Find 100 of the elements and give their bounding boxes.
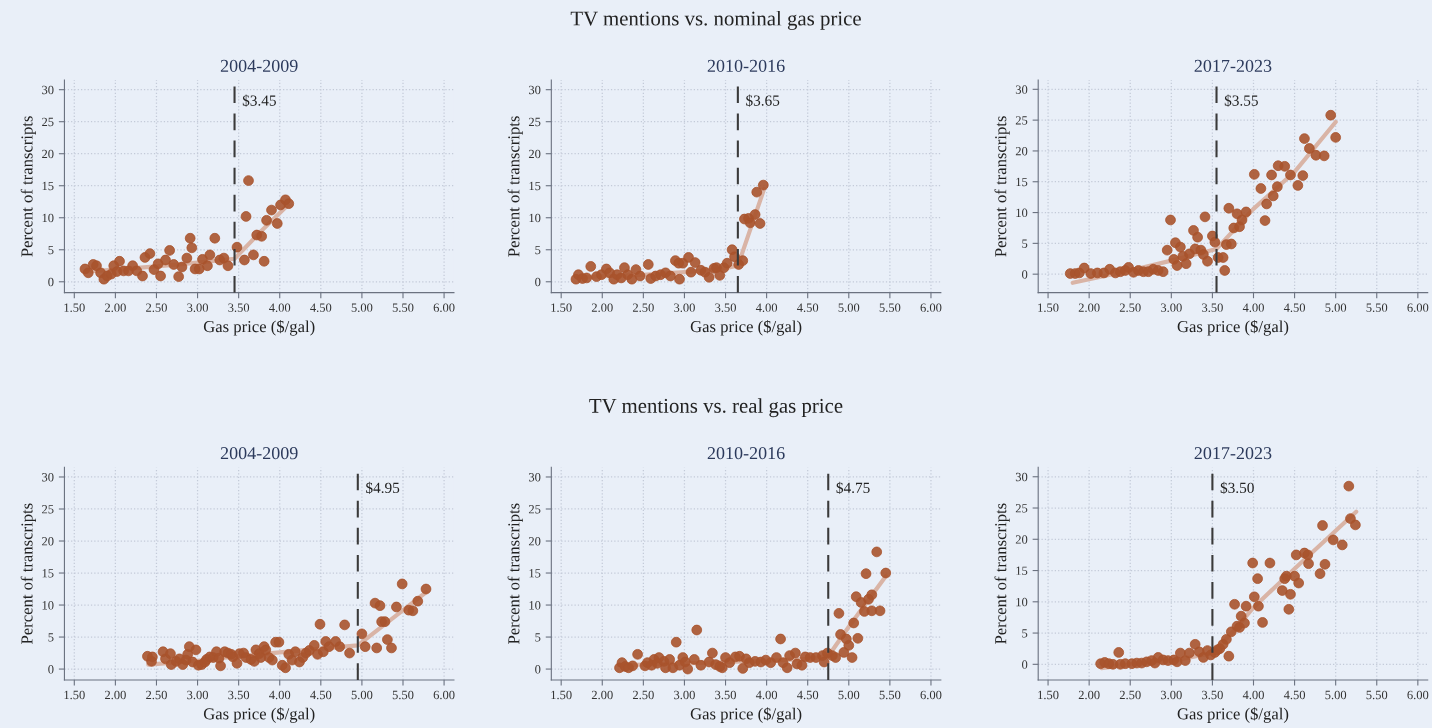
x-tick-label: 5.00 [351, 303, 373, 312]
y-tick-label: 5 [48, 633, 54, 642]
x-tick-label: 5.50 [879, 303, 901, 312]
y-tick-label: 5 [535, 633, 541, 642]
y-tick-label: 15 [42, 569, 54, 578]
x-tick-label: 5.50 [392, 303, 414, 312]
x-tick-label: 2.00 [591, 690, 613, 700]
x-tick-label: 3.00 [187, 690, 209, 700]
y-tick-label: 15 [529, 181, 541, 191]
y-tick-label: 25 [528, 117, 541, 127]
x-axis-title: Gas price ($/gal) [203, 319, 315, 336]
chart-subtitle: 2004-2009 [220, 447, 298, 460]
y-tick-label: 30 [1015, 472, 1028, 482]
x-tick-label: 2.00 [105, 303, 126, 312]
x-tick-label: 4.00 [755, 303, 778, 312]
x-tick-label: 5.50 [1366, 303, 1388, 312]
x-tick-label: 4.00 [269, 303, 291, 312]
y-tick-label: 15 [1016, 566, 1028, 575]
y-tick-label: 0 [48, 277, 54, 287]
x-tick-label: 5.50 [1366, 690, 1388, 700]
y-tick-label: 5 [535, 245, 541, 255]
y-tick-label: 10 [42, 601, 54, 610]
y-tick-label: 15 [1016, 177, 1028, 187]
x-tick-label: 1.50 [1038, 690, 1059, 700]
y-tick-label: 5 [1022, 239, 1028, 248]
x-tick-label: 3.00 [1160, 303, 1182, 312]
x-tick-label: 3.50 [228, 690, 250, 700]
y-tick-label: 15 [529, 569, 541, 578]
x-tick-label: 4.50 [1283, 303, 1306, 312]
x-tick-label: 1.50 [64, 303, 85, 312]
ref-line-label: $4.75 [836, 481, 870, 495]
y-tick-label: 5 [1022, 629, 1028, 638]
y-tick-label: 20 [1015, 146, 1028, 156]
ref-line-label: $3.55 [1224, 94, 1258, 107]
x-tick-label: 5.00 [838, 303, 860, 312]
x-tick-label: 2.50 [1119, 303, 1141, 312]
y-tick-label: 20 [42, 537, 54, 546]
x-axis-title: Gas price ($/gal) [203, 707, 315, 723]
y-axis-title: Percent of transcripts [994, 116, 1010, 257]
y-axis-title: Percent of transcripts [507, 503, 523, 644]
x-tick-label: 3.50 [1202, 303, 1223, 312]
y-tick-label: 0 [1022, 270, 1028, 279]
x-tick-label: 6.00 [1407, 303, 1429, 312]
y-tick-label: 25 [42, 117, 54, 127]
y-tick-label: 25 [42, 505, 54, 514]
y-tick-label: 10 [42, 213, 54, 223]
x-tick-label: 5.50 [879, 690, 901, 700]
x-tick-label: 6.00 [920, 690, 942, 700]
y-tick-label: 10 [1016, 208, 1028, 218]
x-tick-label: 5.50 [392, 690, 414, 700]
x-tick-label: 4.00 [755, 690, 778, 700]
x-tick-label: 2.00 [1078, 690, 1100, 700]
x-axis-title: Gas price ($/gal) [1177, 319, 1289, 336]
x-tick-label: 3.50 [715, 690, 736, 700]
y-axis-title: Percent of transcripts [994, 503, 1010, 644]
x-tick-label: 4.00 [1242, 303, 1264, 312]
y-tick-label: 20 [1015, 535, 1028, 544]
x-tick-label: 4.50 [310, 303, 332, 312]
chart-subtitle: 2017-2023 [1194, 447, 1272, 460]
x-tick-label: 6.00 [920, 303, 942, 312]
x-tick-label: 5.00 [1325, 303, 1347, 312]
x-tick-label: 2.50 [1119, 690, 1141, 700]
x-tick-label: 6.00 [1407, 690, 1429, 700]
y-tick-label: 30 [42, 85, 54, 95]
y-tick-label: 0 [1022, 660, 1028, 669]
x-tick-label: 3.50 [228, 303, 250, 312]
x-tick-label: 5.00 [838, 690, 860, 700]
x-tick-label: 6.00 [433, 303, 455, 312]
x-tick-label: 2.00 [105, 690, 126, 700]
chart-subtitle: 2004-2009 [220, 59, 298, 72]
x-tick-label: 2.50 [146, 690, 167, 700]
x-axis-title: Gas price ($/gal) [690, 707, 802, 723]
y-tick-label: 30 [1015, 85, 1028, 94]
y-axis-title: Percent of transcripts [20, 503, 36, 644]
x-tick-label: 4.50 [797, 690, 819, 700]
x-tick-label: 3.50 [1202, 690, 1223, 700]
y-axis-title: Percent of transcripts [507, 116, 523, 257]
x-axis-title: Gas price ($/gal) [1177, 707, 1289, 723]
x-tick-label: 2.50 [632, 690, 654, 700]
x-tick-label: 2.50 [632, 303, 654, 312]
text: TV mentions vs. real gas price [589, 398, 843, 418]
x-tick-label: 2.00 [591, 303, 613, 312]
x-tick-label: 1.50 [551, 690, 572, 700]
x-tick-label: 4.50 [1283, 690, 1306, 700]
x-tick-label: 4.00 [269, 690, 291, 700]
y-tick-label: 20 [528, 537, 541, 546]
x-tick-label: 6.00 [433, 690, 455, 700]
y-tick-label: 0 [535, 277, 541, 287]
x-tick-label: 3.50 [715, 303, 736, 312]
x-tick-label: 1.50 [551, 303, 572, 312]
x-tick-label: 3.00 [674, 690, 695, 700]
x-tick-label: 2.50 [146, 303, 167, 312]
y-tick-label: 25 [1015, 116, 1028, 125]
x-tick-label: 4.50 [797, 303, 819, 312]
y-tick-label: 25 [528, 505, 541, 514]
y-tick-label: 0 [535, 665, 541, 674]
x-tick-label: 4.00 [1242, 690, 1264, 700]
y-tick-label: 5 [48, 245, 54, 255]
chart-subtitle: 2010-2016 [707, 447, 785, 460]
x-tick-label: 2.00 [1078, 303, 1100, 312]
